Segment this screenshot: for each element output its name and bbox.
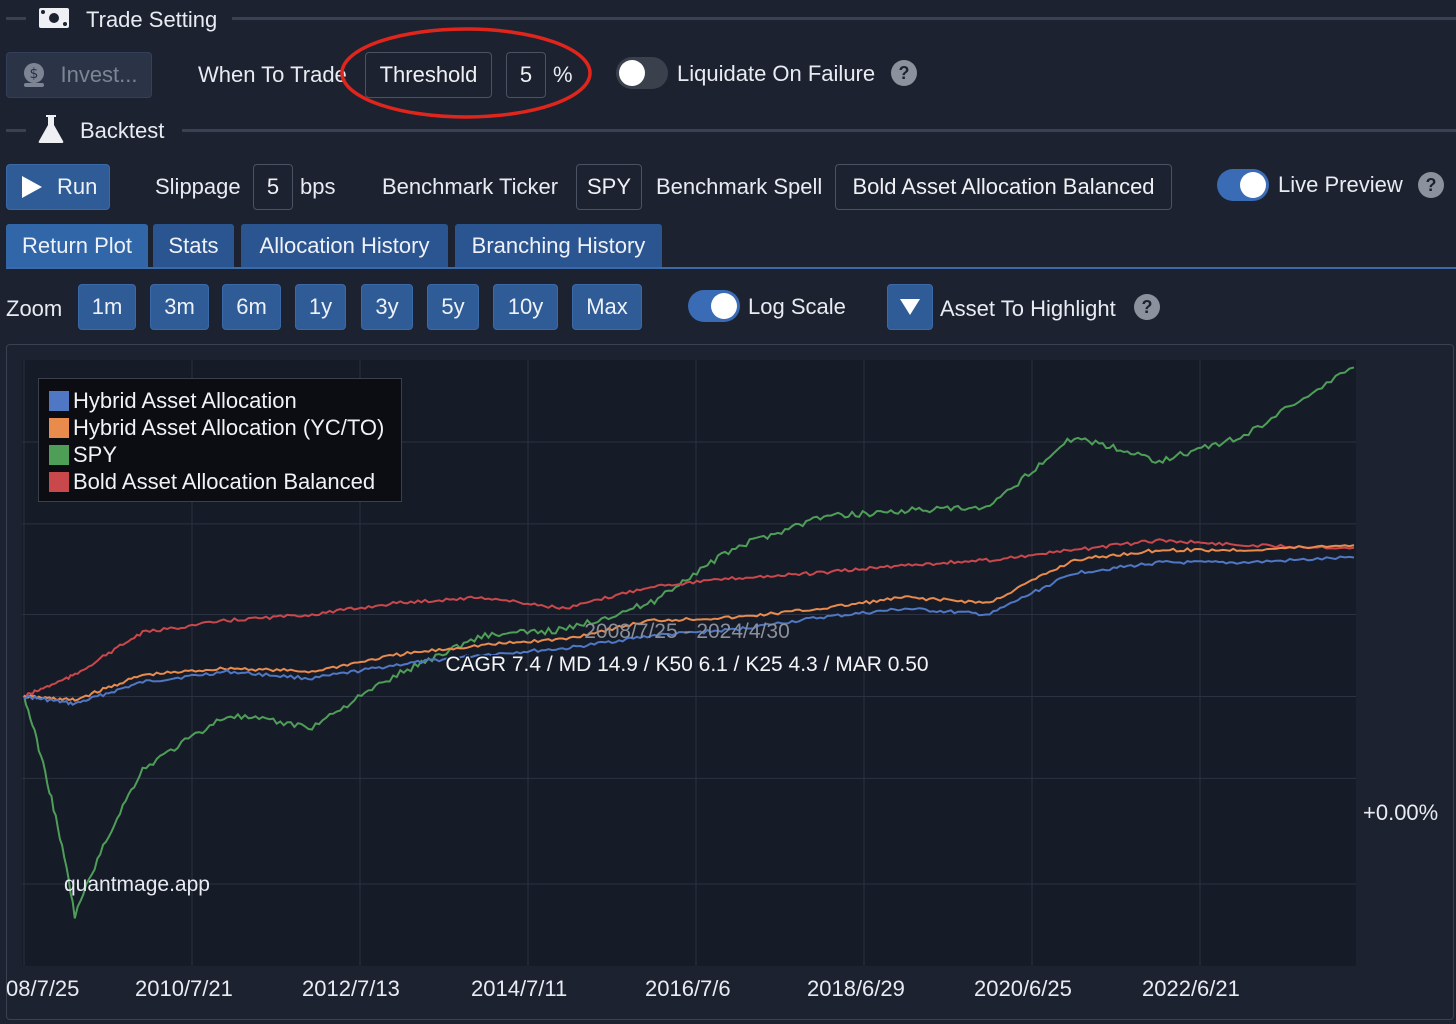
liquidate-label: Liquidate On Failure bbox=[677, 61, 876, 86]
asset-highlight-dropdown[interactable] bbox=[887, 284, 933, 330]
when-to-trade-label: When To Trade bbox=[198, 62, 347, 87]
zoom-max-button[interactable]: Max bbox=[572, 284, 642, 330]
trade-setting-title: Trade Setting bbox=[86, 7, 218, 32]
log-scale-toggle[interactable] bbox=[688, 290, 740, 322]
series-line bbox=[23, 538, 1355, 698]
backtest-title: Backtest bbox=[80, 118, 165, 143]
annotation-circle bbox=[340, 27, 592, 119]
play-icon bbox=[22, 176, 42, 198]
benchmark-spell-input[interactable]: Bold Asset Allocation Balanced bbox=[835, 164, 1172, 210]
section-divider bbox=[232, 17, 1456, 20]
help-icon[interactable]: ? bbox=[891, 60, 917, 86]
series-line bbox=[23, 544, 1355, 702]
x-tick-label: 2016/7/6 bbox=[645, 976, 731, 1001]
legend-label: Hybrid Asset Allocation bbox=[73, 387, 297, 413]
zoom-10y-button[interactable]: 10y bbox=[493, 284, 558, 330]
liquidate-toggle[interactable] bbox=[616, 57, 668, 89]
section-divider bbox=[182, 129, 1456, 132]
chart-date-range: 2008/7/25 - 2024/4/30 bbox=[584, 620, 790, 643]
benchmark-ticker-label: Benchmark Ticker bbox=[382, 174, 559, 199]
legend-label: SPY bbox=[73, 441, 118, 467]
slippage-label: Slippage bbox=[155, 174, 241, 199]
x-tick-label: 2018/6/29 bbox=[807, 976, 905, 1001]
threshold-unit: % bbox=[553, 62, 573, 87]
chart-frame bbox=[6, 344, 1454, 1020]
legend-item: Hybrid Asset Allocation bbox=[49, 387, 401, 414]
legend-item: SPY bbox=[49, 441, 401, 468]
legend-item: Hybrid Asset Allocation (YC/TO) bbox=[49, 414, 401, 441]
invest-button[interactable]: $ Invest... bbox=[6, 52, 152, 98]
flask-icon bbox=[38, 115, 64, 143]
help-icon[interactable]: ? bbox=[1418, 172, 1444, 198]
zoom-6m-button[interactable]: 6m bbox=[222, 284, 281, 330]
asset-highlight-label: Asset To Highlight bbox=[940, 296, 1116, 321]
zoom-3m-button[interactable]: 3m bbox=[150, 284, 209, 330]
chart-legend: Hybrid Asset Allocation Hybrid Asset All… bbox=[38, 378, 402, 502]
tab-allocation-history[interactable]: Allocation History bbox=[241, 224, 448, 268]
chevron-down-icon bbox=[900, 299, 920, 315]
legend-label: Hybrid Asset Allocation (YC/TO) bbox=[73, 414, 385, 440]
slippage-unit: bps bbox=[300, 174, 336, 199]
slippage-input[interactable]: 5 bbox=[253, 164, 293, 210]
live-preview-toggle[interactable] bbox=[1217, 169, 1269, 201]
benchmark-spell-label: Benchmark Spell bbox=[656, 174, 823, 199]
benchmark-ticker-input[interactable]: SPY bbox=[576, 164, 642, 210]
legend-item: Bold Asset Allocation Balanced bbox=[49, 468, 401, 495]
zoom-1m-button[interactable]: 1m bbox=[78, 284, 136, 330]
log-scale-label: Log Scale bbox=[748, 294, 846, 319]
tab-underline bbox=[6, 267, 1456, 269]
invest-label: Invest... bbox=[60, 62, 138, 87]
svg-text:$: $ bbox=[30, 66, 39, 82]
threshold-input[interactable]: 5 bbox=[506, 52, 546, 98]
tab-branching-history[interactable]: Branching History bbox=[455, 224, 662, 268]
series-line bbox=[23, 555, 1355, 706]
section-divider bbox=[6, 17, 26, 20]
when-to-trade-select[interactable]: Threshold bbox=[365, 52, 492, 98]
series-line bbox=[23, 366, 1355, 919]
x-tick-label: 2014/7/11 bbox=[471, 976, 568, 1001]
tab-stats[interactable]: Stats bbox=[153, 224, 234, 268]
money-bag-icon: $ bbox=[24, 63, 45, 87]
tab-return-plot[interactable]: Return Plot bbox=[6, 224, 148, 268]
zoom-5y-button[interactable]: 5y bbox=[427, 284, 479, 330]
reference-label: +0.00% bbox=[1363, 800, 1439, 825]
live-preview-label: Live Preview bbox=[1278, 172, 1403, 197]
x-tick-label: 08/7/25 bbox=[6, 976, 80, 1001]
run-label: Run bbox=[57, 174, 98, 199]
x-tick-label: 2010/7/21 bbox=[135, 976, 233, 1001]
chart-metrics: CAGR 7.4 / MD 14.9 / K50 6.1 / K25 4.3 /… bbox=[445, 653, 928, 676]
x-tick-label: 2012/7/13 bbox=[302, 976, 400, 1001]
zoom-label: Zoom bbox=[6, 296, 63, 321]
legend-label: Bold Asset Allocation Balanced bbox=[73, 468, 376, 494]
x-tick-label: 2020/6/25 bbox=[974, 976, 1072, 1001]
money-icon bbox=[39, 8, 69, 28]
zoom-3y-button[interactable]: 3y bbox=[361, 284, 413, 330]
zoom-1y-button[interactable]: 1y bbox=[295, 284, 346, 330]
x-tick-label: 2022/6/21 bbox=[1142, 976, 1240, 1001]
section-divider bbox=[6, 129, 26, 132]
help-icon[interactable]: ? bbox=[1134, 294, 1160, 320]
run-button[interactable]: Run bbox=[6, 164, 110, 210]
chart-watermark: quantmage.app bbox=[64, 873, 210, 896]
